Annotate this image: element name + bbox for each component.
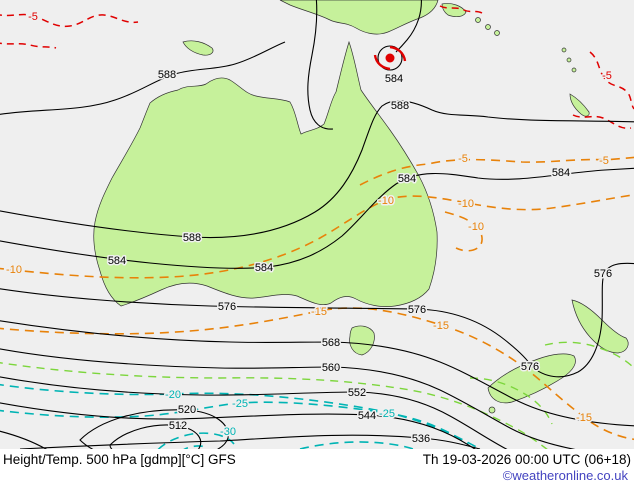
weather-map: 588 584 588 584 584 588 584 584 576 576 576 576 568 5… xyxy=(0,0,634,449)
contour-label--10: -10 xyxy=(458,198,474,210)
contour-label-568: 568 xyxy=(322,337,340,349)
valid-time: Th 19-03-2026 00:00 UTC (06+18) xyxy=(422,452,631,467)
height-contour xyxy=(307,0,334,130)
red-temp-contour xyxy=(589,51,634,110)
temp-contour-minus10-fold xyxy=(444,211,483,252)
solomon-island xyxy=(485,24,491,30)
solomon-island xyxy=(494,30,500,36)
contour-label--20: -20 xyxy=(165,389,181,401)
contour-labels: 588 584 588 584 584 588 584 584 576 576 576 576 568 5… xyxy=(5,10,614,447)
height-contour-512 xyxy=(109,424,202,449)
footer-line2: ©weatheronline.co.uk xyxy=(0,467,634,483)
contour-label--10: -10 xyxy=(378,195,394,207)
vanuatu-island xyxy=(571,67,577,73)
new-britain-island xyxy=(441,3,467,18)
contour-label--25: -25 xyxy=(379,408,395,420)
contour-label-552: 552 xyxy=(348,387,366,399)
contour-label--30: -30 xyxy=(220,426,236,438)
tropical-cyclone-icon xyxy=(373,45,407,71)
green-temp-contour xyxy=(469,377,553,425)
contour-label-576: 576 xyxy=(521,361,539,373)
contour-label-584: 584 xyxy=(385,73,403,85)
contour-label--15: -15 xyxy=(433,320,449,332)
contour-label--5: -5 xyxy=(602,70,612,82)
height-contour-544 xyxy=(0,402,476,449)
contour-label-520: 520 xyxy=(178,404,196,416)
vanuatu-island xyxy=(566,57,572,63)
contour-label-588: 588 xyxy=(183,232,201,244)
contour-label-512: 512 xyxy=(169,420,187,432)
nz-south-island xyxy=(487,353,576,404)
contour-label--5: -5 xyxy=(458,153,468,165)
solomon-island xyxy=(475,17,481,23)
temp-contours-cyan xyxy=(0,383,482,449)
contour-label--10: -10 xyxy=(468,221,484,233)
height-contours xyxy=(0,0,634,449)
temp-contour-minus15 xyxy=(0,307,634,441)
red-temp-contour xyxy=(439,5,483,14)
green-temp-contour xyxy=(544,341,634,369)
red-temp-contour xyxy=(0,42,57,49)
vanuatu-island xyxy=(561,47,567,53)
tasmania-landmass xyxy=(349,325,375,356)
contour-label-584: 584 xyxy=(108,255,126,267)
height-contour xyxy=(0,430,47,449)
cyclone-arm xyxy=(373,54,391,71)
contour-label-588: 588 xyxy=(391,100,409,112)
height-contour-520 xyxy=(79,409,229,449)
footer-line1: Height/Temp. 500 hPa [gdmp][°C] GFS Th 1… xyxy=(0,449,634,467)
contour-label--5: -5 xyxy=(28,11,38,23)
height-contour-536 xyxy=(19,434,481,449)
new-caledonia-island xyxy=(569,93,590,117)
height-contour-584 xyxy=(0,167,634,269)
contour-label-576: 576 xyxy=(218,301,236,313)
product-title: Height/Temp. 500 hPa [gdmp][°C] GFS xyxy=(3,452,236,467)
temp-contours-orange xyxy=(0,156,634,441)
red-temp-contour xyxy=(572,114,632,130)
red-temp-contour xyxy=(0,13,139,28)
temp-contour-minus25 xyxy=(0,401,469,445)
contour-label-560: 560 xyxy=(322,362,340,374)
contour-label--15: -15 xyxy=(576,412,592,424)
copyright-link[interactable]: ©weatheronline.co.uk xyxy=(502,468,628,483)
green-temp-contour xyxy=(0,362,548,449)
contour-label-584: 584 xyxy=(398,173,416,185)
height-contour-584-cyclone-loop xyxy=(377,45,403,71)
contour-label--5: -5 xyxy=(599,155,609,167)
contour-label-576: 576 xyxy=(594,268,612,280)
timor-island xyxy=(182,40,214,56)
new-guinea-landmass xyxy=(279,0,439,35)
height-contour-588 xyxy=(0,41,286,115)
temp-contour-minus10 xyxy=(0,193,634,279)
height-contour-588 xyxy=(0,100,634,239)
contour-label-544: 544 xyxy=(358,410,376,422)
temp-contour-minus5 xyxy=(359,156,634,186)
footer-bar: Height/Temp. 500 hPa [gdmp][°C] GFS Th 1… xyxy=(0,449,634,490)
contour-label--15: -15 xyxy=(311,306,327,318)
temp-contours-red xyxy=(0,5,634,130)
contour-label--25: -25 xyxy=(232,398,248,410)
contour-label--10: -10 xyxy=(6,264,22,276)
landmasses xyxy=(93,0,629,414)
cyan-temp-contour xyxy=(299,441,416,449)
temp-contour-minus30 xyxy=(157,432,235,449)
contour-label-576: 576 xyxy=(408,304,426,316)
stewart-island xyxy=(488,406,496,414)
temp-contours-green xyxy=(0,341,634,449)
height-contour-552 xyxy=(0,376,508,449)
cyclone-center xyxy=(385,53,395,63)
australia-landmass xyxy=(93,40,438,307)
cyan-temp-contour xyxy=(183,445,209,449)
height-contour-576 xyxy=(0,262,634,378)
cyclone-arm xyxy=(389,45,407,62)
contour-label-536: 536 xyxy=(412,433,430,445)
contour-label-584: 584 xyxy=(255,262,273,274)
height-contour-560 xyxy=(0,348,576,449)
nz-north-island xyxy=(571,299,629,354)
contour-label-584: 584 xyxy=(552,167,570,179)
height-contour-568 xyxy=(0,320,634,427)
contour-label-588: 588 xyxy=(158,69,176,81)
